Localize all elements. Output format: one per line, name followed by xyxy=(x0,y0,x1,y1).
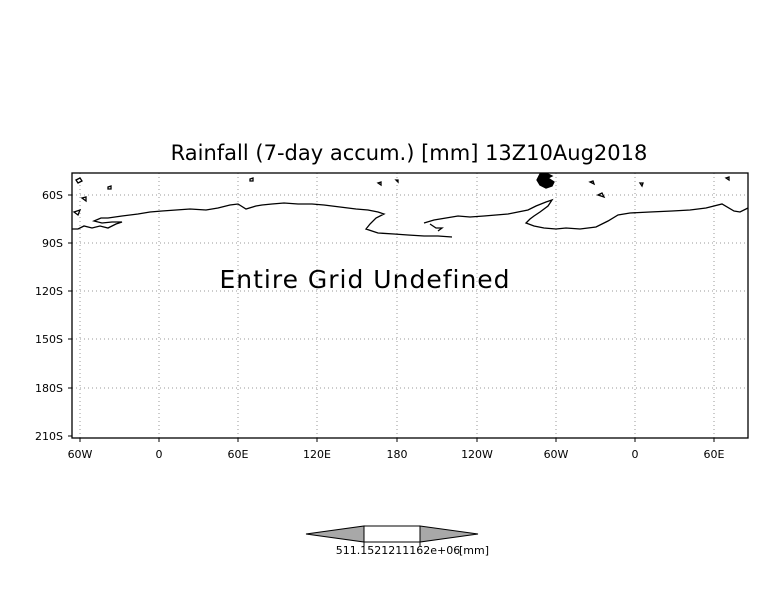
axis-ticks xyxy=(68,194,715,442)
coastline-antarctica-peninsula xyxy=(423,198,749,230)
coastline-island-6 xyxy=(588,180,596,186)
lon-labels: 60W 0 60E 120E 180 120W 60W 0 60E xyxy=(68,448,725,461)
lat-label: 150S xyxy=(35,333,63,346)
coastline-ross-inlet xyxy=(429,223,444,232)
colorbar: 511.1521211162e+06 [mm] xyxy=(305,525,489,557)
grid-status-message: Entire Grid Undefined xyxy=(219,265,510,294)
lat-label: 90S xyxy=(42,237,63,250)
colorbar-right-arrow xyxy=(419,525,479,543)
map-title: Rainfall (7-day accum.) [mm] 13Z10Aug201… xyxy=(171,141,648,165)
lon-label: 60E xyxy=(704,448,725,461)
coastline-island-5 xyxy=(394,179,399,184)
coastline xyxy=(72,173,749,238)
lon-label: 0 xyxy=(632,448,639,461)
colorbar-value-label: 511.1521211162e+06 xyxy=(336,544,460,557)
map-frame xyxy=(71,172,749,439)
lon-label: 180 xyxy=(387,448,408,461)
lon-label: 0 xyxy=(156,448,163,461)
lon-label: 60W xyxy=(544,448,569,461)
coastline-island-3 xyxy=(249,177,254,182)
coastline-south-america-tip xyxy=(536,173,555,189)
coastline-island-4 xyxy=(376,181,382,187)
coastline-island-11 xyxy=(72,208,82,217)
coastline-island-10 xyxy=(80,196,87,203)
lat-label: 210S xyxy=(35,430,63,443)
lon-label: 60E xyxy=(228,448,249,461)
coastline-island-9 xyxy=(596,192,606,199)
coastline-island-1 xyxy=(75,177,83,184)
lat-labels: 60S 90S 120S 150S 180S 210S xyxy=(35,189,63,443)
gridlines xyxy=(72,173,748,438)
coastline-island-7 xyxy=(638,182,644,188)
lat-label: 120S xyxy=(35,285,63,298)
coastline-island-2 xyxy=(107,185,112,190)
lat-label: 180S xyxy=(35,382,63,395)
lon-label: 120W xyxy=(461,448,493,461)
colorbar-center-box xyxy=(363,525,421,543)
coastline-antarctica-west xyxy=(72,202,453,238)
lon-label: 60W xyxy=(68,448,93,461)
lat-label: 60S xyxy=(42,189,63,202)
colorbar-left-arrow xyxy=(305,525,365,543)
colorbar-unit-label: [mm] xyxy=(459,544,489,557)
coastline-island-8 xyxy=(724,176,730,182)
lon-label: 120E xyxy=(303,448,331,461)
